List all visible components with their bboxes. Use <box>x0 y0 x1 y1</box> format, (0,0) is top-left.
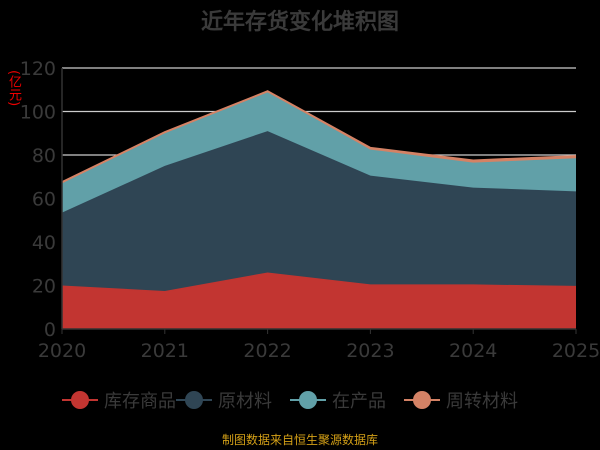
legend-marker <box>299 391 317 409</box>
legend-label: 周转材料 <box>446 391 518 412</box>
x-tick-label: 2021 <box>141 340 189 362</box>
legend-marker <box>413 391 431 409</box>
legend-item-3[interactable]: 周转材料 <box>404 391 518 412</box>
legend-label: 原材料 <box>218 391 272 412</box>
y-axis-unit: (亿元) <box>6 70 21 107</box>
legend-label: 库存商品 <box>104 391 176 412</box>
y-tick-label: 60 <box>32 189 56 211</box>
x-tick-label: 2023 <box>346 340 394 362</box>
source-footer: 制图数据来自恒生聚源数据库 <box>221 433 378 447</box>
legend-item-2[interactable]: 在产品 <box>290 391 386 412</box>
y-tick-label: 100 <box>20 102 56 124</box>
area-1 <box>62 131 576 291</box>
legend-item-1[interactable]: 原材料 <box>176 391 272 412</box>
legend-marker <box>185 391 203 409</box>
x-tick-label: 2025 <box>552 340 600 362</box>
legend-item-0[interactable]: 库存商品 <box>62 391 176 412</box>
legend-marker <box>71 391 89 409</box>
series-line-3 <box>61 90 577 184</box>
y-tick-label: 20 <box>32 276 56 298</box>
chart-title: 近年存货变化堆积图 <box>200 10 399 35</box>
y-tick-label: 40 <box>32 232 56 254</box>
x-tick-label: 2024 <box>449 340 497 362</box>
y-tick-label: 80 <box>32 145 56 167</box>
area-2 <box>62 91 576 213</box>
y-tick-label: 0 <box>44 319 56 341</box>
y-tick-label: 120 <box>20 58 56 80</box>
legend-label: 在产品 <box>332 391 386 412</box>
x-tick-label: 2020 <box>38 340 86 362</box>
x-tick-label: 2022 <box>243 340 291 362</box>
